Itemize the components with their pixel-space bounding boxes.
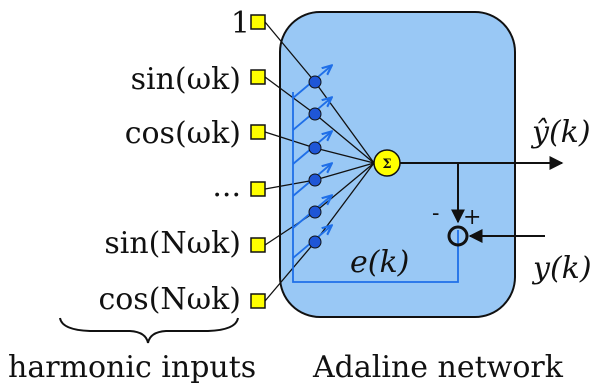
adaline-network-caption: Adaline network — [312, 350, 564, 385]
comparator-plus-sign: + — [463, 205, 481, 230]
input-to-weight-lines — [264, 21, 316, 302]
comparator-minus-sign: - — [432, 201, 439, 226]
input-label-ellipsis: ... — [212, 169, 241, 204]
input-node-sin — [250, 69, 266, 85]
input-node-ellipsis — [250, 181, 266, 197]
error-label: e(k) — [350, 245, 409, 280]
input-label-sin-n: sin(Nωk) — [104, 226, 241, 261]
weight-node — [308, 75, 322, 89]
weight-nodes — [308, 75, 322, 249]
input-label-cos-n: cos(Nωk) — [98, 282, 241, 317]
weight-node — [308, 205, 322, 219]
input-node-sin-n — [250, 237, 266, 253]
error-feedback-bus — [292, 92, 459, 283]
summation-symbol: Σ — [382, 157, 391, 172]
comparator-node — [447, 225, 469, 247]
output-label: ŷ(k) — [530, 115, 591, 150]
weight-node — [308, 235, 322, 249]
harmonic-inputs-brace — [59, 317, 239, 344]
input-label-bias: 1 — [231, 6, 250, 41]
target-label: y(k) — [531, 251, 592, 286]
input-node-cos — [250, 124, 266, 140]
weight-node — [308, 107, 322, 121]
input-node-bias — [250, 14, 266, 30]
input-node-cos-n — [250, 293, 266, 309]
weight-node — [308, 141, 322, 155]
input-label-cos: cos(ωk) — [125, 116, 241, 151]
weight-node — [308, 173, 322, 187]
harmonic-inputs-caption: harmonic inputs — [8, 350, 256, 385]
input-label-sin: sin(ωk) — [131, 62, 241, 97]
